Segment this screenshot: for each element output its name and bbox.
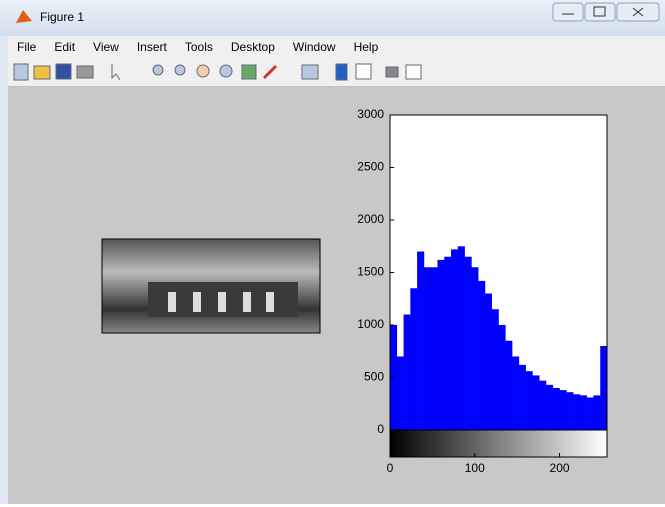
- bar: [532, 375, 539, 430]
- y-tick-label: 1000: [357, 317, 384, 331]
- bar: [499, 325, 506, 430]
- bar: [519, 365, 526, 430]
- toolbar: [8, 58, 665, 87]
- bar: [553, 388, 560, 430]
- bar: [587, 397, 594, 430]
- bar: [424, 267, 431, 430]
- menu-item[interactable]: Tools: [176, 36, 222, 58]
- image-thumbnail: [102, 239, 320, 333]
- y-tick-label: 2000: [357, 212, 384, 226]
- bar: [444, 257, 451, 430]
- colorbar: [390, 430, 607, 457]
- bar: [505, 341, 512, 430]
- y-tick-label: 3000: [357, 107, 384, 121]
- bar: [546, 385, 553, 430]
- window-controls[interactable]: [552, 2, 662, 24]
- bar: [580, 395, 587, 430]
- x-tick-label: 200: [550, 461, 570, 475]
- window-title: Figure 1: [40, 10, 84, 24]
- figure-area: 0 500 1000 1500 2000 2500 3000 0 100 200: [8, 87, 665, 504]
- y-tick-label: 0: [377, 422, 384, 436]
- bar: [410, 288, 417, 430]
- menu-item[interactable]: Edit: [45, 36, 84, 58]
- menu-item[interactable]: Help: [345, 36, 388, 58]
- bar: [566, 392, 573, 430]
- bar: [458, 246, 465, 430]
- title-bar: Figure 1: [0, 0, 665, 36]
- y-tick-label: 500: [364, 370, 384, 384]
- app-icon: [14, 7, 34, 27]
- toolbar-icons[interactable]: [8, 58, 488, 86]
- menu-item[interactable]: File: [8, 36, 45, 58]
- bar: [526, 371, 533, 430]
- x-tick-label: 100: [465, 461, 485, 475]
- bar: [417, 252, 424, 431]
- bar: [397, 357, 404, 431]
- bar: [485, 294, 492, 431]
- bar: [593, 395, 600, 430]
- bar: [492, 309, 499, 430]
- menu-item[interactable]: Window: [284, 36, 345, 58]
- bar: [451, 249, 458, 430]
- bar: [437, 260, 444, 430]
- menu-item[interactable]: View: [84, 36, 128, 58]
- y-tick-label: 1500: [357, 265, 384, 279]
- x-tick-label: 0: [387, 461, 394, 475]
- bar: [471, 267, 478, 430]
- bar: [404, 315, 411, 431]
- bar: [573, 394, 580, 430]
- bar: [465, 257, 472, 430]
- menu-item[interactable]: Insert: [128, 36, 176, 58]
- bar: [512, 357, 519, 431]
- bar: [478, 281, 485, 430]
- window: Figure 1 FileEditViewInsertToolsDesktopW…: [0, 0, 665, 504]
- menu-item[interactable]: Desktop: [222, 36, 284, 58]
- bar: [431, 267, 438, 430]
- bar: [560, 390, 567, 430]
- chart: 0 500 1000 1500 2000 2500 3000 0 100 200: [8, 87, 665, 504]
- bar: [539, 381, 546, 430]
- bar: [600, 346, 607, 430]
- y-tick-label: 2500: [357, 160, 384, 174]
